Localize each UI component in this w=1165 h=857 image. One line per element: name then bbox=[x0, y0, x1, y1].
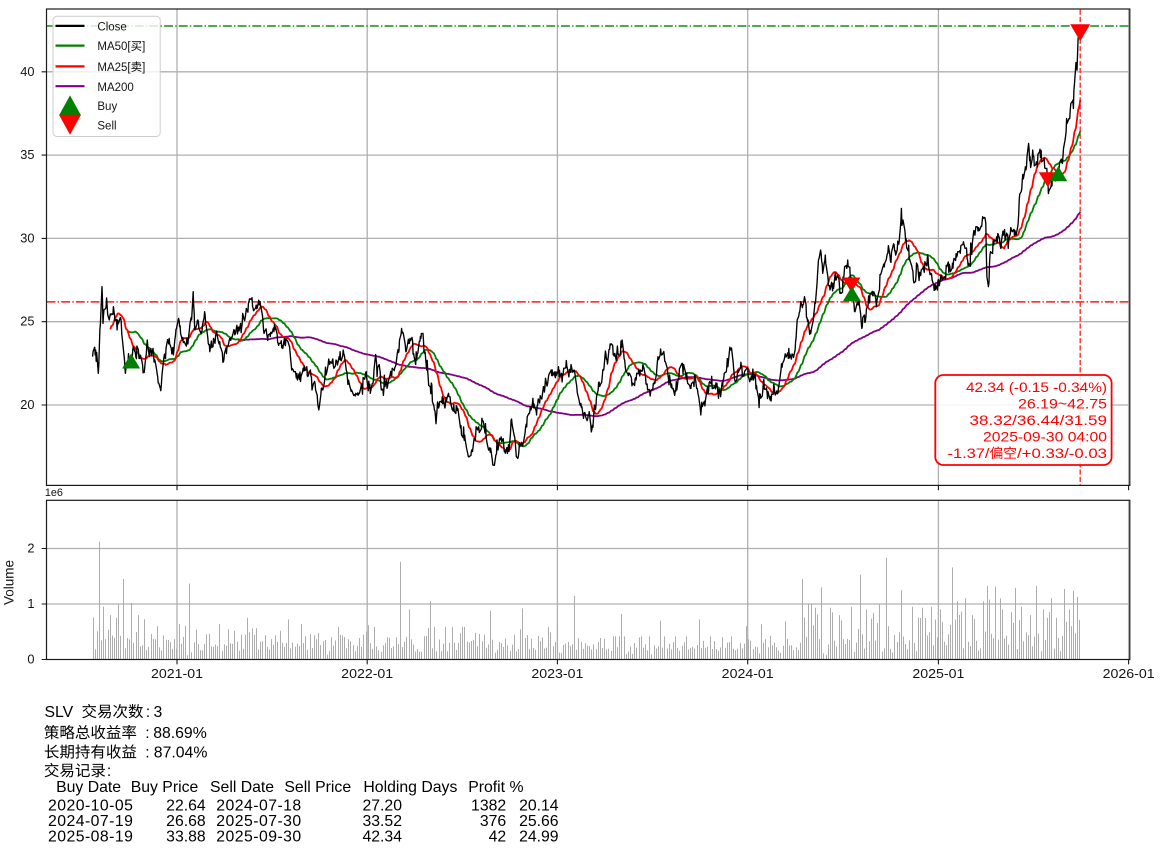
svg-text:22.64: 22.64 bbox=[166, 798, 206, 815]
svg-text:]: ] bbox=[142, 62, 145, 74]
svg-text:Sell: Sell bbox=[97, 120, 116, 132]
svg-text:Volume: Volume bbox=[2, 560, 17, 605]
svg-text:26.68: 26.68 bbox=[166, 813, 206, 830]
svg-text:376: 376 bbox=[480, 813, 507, 830]
svg-text:88.69%: 88.69% bbox=[153, 725, 207, 742]
svg-text:25: 25 bbox=[20, 314, 34, 329]
svg-text::: : bbox=[107, 763, 111, 780]
svg-text:Holding Days: Holding Days bbox=[363, 779, 457, 796]
svg-text:0: 0 bbox=[27, 652, 34, 667]
svg-text:Close: Close bbox=[97, 22, 126, 34]
svg-text:35: 35 bbox=[20, 147, 34, 162]
svg-text:Buy: Buy bbox=[97, 101, 117, 113]
svg-text:30: 30 bbox=[20, 230, 34, 245]
svg-text:87.04%: 87.04% bbox=[154, 744, 208, 761]
svg-text:Sell Price: Sell Price bbox=[284, 779, 351, 796]
svg-text:2023-01: 2023-01 bbox=[531, 666, 583, 681]
svg-text:2025-09-30: 2025-09-30 bbox=[216, 828, 301, 845]
svg-text:Buy Date: Buy Date bbox=[56, 779, 121, 796]
svg-text:40: 40 bbox=[20, 64, 34, 79]
svg-text:2025-08-19: 2025-08-19 bbox=[48, 828, 133, 845]
svg-text:-1.37/: -1.37/ bbox=[948, 446, 990, 461]
svg-text:2025-07-30: 2025-07-30 bbox=[216, 813, 301, 830]
svg-text:2026-01: 2026-01 bbox=[1103, 666, 1155, 681]
svg-text:/+0.33/-0.03: /+0.33/-0.03 bbox=[1017, 446, 1107, 461]
svg-text:2: 2 bbox=[27, 541, 34, 556]
svg-text:2024-07-18: 2024-07-18 bbox=[216, 798, 301, 815]
svg-text:24.99: 24.99 bbox=[519, 828, 559, 845]
svg-text:SLV: SLV bbox=[45, 704, 74, 721]
svg-text:Buy Price: Buy Price bbox=[131, 779, 199, 796]
svg-text:2020-10-05: 2020-10-05 bbox=[48, 798, 133, 815]
svg-text::: : bbox=[145, 725, 149, 742]
svg-text:2025-01: 2025-01 bbox=[912, 666, 964, 681]
svg-text:42: 42 bbox=[489, 828, 507, 845]
svg-text:3: 3 bbox=[154, 704, 163, 721]
svg-text:1382: 1382 bbox=[471, 798, 506, 815]
svg-text:20.14: 20.14 bbox=[519, 798, 559, 815]
svg-text:MA50[: MA50[ bbox=[97, 41, 131, 53]
svg-text:2024-01: 2024-01 bbox=[722, 666, 774, 681]
svg-text:Profit %: Profit % bbox=[468, 779, 523, 796]
svg-text:MA200: MA200 bbox=[97, 82, 133, 94]
svg-text:42.34: 42.34 bbox=[362, 828, 402, 845]
svg-text:38.32/36.44/31.59: 38.32/36.44/31.59 bbox=[970, 413, 1108, 428]
svg-text:Sell Date: Sell Date bbox=[210, 779, 274, 796]
svg-text:1: 1 bbox=[27, 596, 34, 611]
svg-text::: : bbox=[146, 704, 150, 721]
svg-text:33.88: 33.88 bbox=[166, 828, 206, 845]
svg-text:MA25[: MA25[ bbox=[97, 62, 131, 74]
svg-text:33.52: 33.52 bbox=[362, 813, 402, 830]
svg-text:42.34 (-0.15 -0.34%): 42.34 (-0.15 -0.34%) bbox=[966, 380, 1107, 395]
svg-text:26.19~42.75: 26.19~42.75 bbox=[1018, 397, 1107, 412]
svg-text:1e6: 1e6 bbox=[45, 487, 63, 499]
svg-text:25.66: 25.66 bbox=[519, 813, 559, 830]
svg-text:2024-07-19: 2024-07-19 bbox=[48, 813, 133, 830]
svg-text::: : bbox=[145, 744, 149, 761]
svg-text:2022-01: 2022-01 bbox=[341, 666, 393, 681]
svg-text:27.20: 27.20 bbox=[362, 798, 402, 815]
svg-text:2021-01: 2021-01 bbox=[151, 666, 203, 681]
svg-text:]: ] bbox=[142, 41, 145, 53]
svg-text:2025-09-30 04:00: 2025-09-30 04:00 bbox=[983, 430, 1107, 445]
svg-text:20: 20 bbox=[20, 397, 34, 412]
